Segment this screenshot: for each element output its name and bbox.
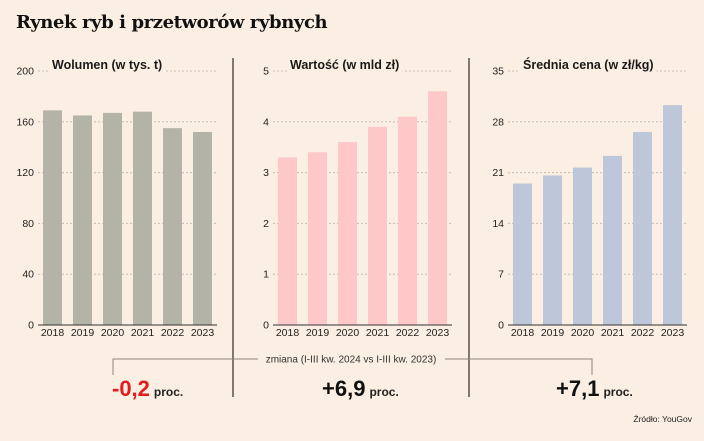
change-unit: proc. bbox=[603, 385, 632, 399]
x-tick-label: 2023 bbox=[191, 327, 215, 339]
bar-2019 bbox=[308, 152, 327, 325]
bar-2018 bbox=[513, 183, 532, 325]
x-tick-label: 2021 bbox=[601, 327, 625, 339]
source-note: Źródło: YouGov bbox=[633, 414, 692, 424]
y-tick-label: 4 bbox=[263, 116, 269, 128]
y-tick-label: 0 bbox=[263, 320, 269, 332]
x-tick-label: 2023 bbox=[661, 327, 685, 339]
bar-2023 bbox=[663, 105, 682, 325]
y-tick-label: 0 bbox=[498, 320, 504, 332]
bar-2022 bbox=[398, 116, 417, 325]
main-title: Rynek ryb i przetworów rybnych bbox=[16, 12, 328, 33]
x-tick-label: 2023 bbox=[426, 327, 450, 339]
x-tick-label: 2019 bbox=[306, 327, 330, 339]
bar-2019 bbox=[543, 175, 562, 325]
y-tick-label: 80 bbox=[22, 218, 34, 230]
change-value: +7,1 bbox=[556, 376, 599, 401]
y-tick-label: 3 bbox=[263, 167, 269, 179]
y-tick-label: 120 bbox=[16, 167, 34, 179]
bar-2023 bbox=[428, 91, 447, 325]
change-caption: zmiana (I-III kw. 2024 vs I-III kw. 2023… bbox=[266, 355, 437, 366]
y-tick-label: 0 bbox=[28, 320, 34, 332]
chart-title-bg bbox=[520, 58, 657, 72]
y-tick-label: 5 bbox=[263, 66, 269, 78]
bar-2022 bbox=[633, 131, 652, 325]
x-tick-label: 2021 bbox=[131, 327, 155, 339]
chart-title: Średnia cena (w zł/kg) bbox=[523, 57, 654, 72]
y-tick-label: 2 bbox=[263, 218, 269, 230]
change-unit: proc. bbox=[154, 385, 183, 399]
bar-2020 bbox=[573, 167, 592, 325]
x-tick-label: 2018 bbox=[41, 327, 65, 339]
y-tick-label: 35 bbox=[492, 66, 504, 78]
chart-title-bg bbox=[49, 58, 166, 72]
x-tick-label: 2020 bbox=[336, 327, 360, 339]
bar-2021 bbox=[368, 126, 387, 325]
x-tick-label: 2021 bbox=[366, 327, 390, 339]
y-tick-label: 200 bbox=[16, 66, 34, 78]
x-tick-label: 2019 bbox=[71, 327, 95, 339]
bar-2023 bbox=[193, 131, 212, 325]
bar-2018 bbox=[278, 157, 297, 325]
y-tick-label: 14 bbox=[492, 218, 504, 230]
y-tick-label: 160 bbox=[16, 116, 34, 128]
change-unit: proc. bbox=[369, 385, 398, 399]
x-tick-label: 2020 bbox=[571, 327, 595, 339]
y-tick-label: 28 bbox=[492, 116, 504, 128]
bracket-left bbox=[112, 358, 258, 375]
chart-title: Wartość (w mld zł) bbox=[290, 58, 399, 72]
x-tick-label: 2022 bbox=[396, 327, 420, 339]
y-tick-label: 7 bbox=[498, 269, 504, 281]
bar-2021 bbox=[603, 155, 622, 325]
bar-2021 bbox=[133, 111, 152, 325]
bar-2018 bbox=[43, 110, 62, 326]
change-value: -0,2 bbox=[112, 376, 150, 401]
x-tick-label: 2019 bbox=[541, 327, 565, 339]
y-tick-label: 1 bbox=[263, 269, 269, 281]
chart-title-bg bbox=[287, 58, 403, 72]
x-tick-label: 2018 bbox=[276, 327, 300, 339]
x-tick-label: 2022 bbox=[161, 327, 185, 339]
x-tick-label: 2020 bbox=[101, 327, 125, 339]
x-tick-label: 2018 bbox=[511, 327, 535, 339]
change-value: +6,9 bbox=[322, 376, 365, 401]
x-tick-label: 2022 bbox=[631, 327, 655, 339]
bar-2020 bbox=[338, 142, 357, 325]
chart-title: Wolumen (w tys. t) bbox=[52, 58, 162, 72]
bar-2019 bbox=[73, 115, 92, 325]
bracket-right bbox=[445, 358, 593, 375]
bar-2020 bbox=[103, 112, 122, 325]
bar-2022 bbox=[163, 128, 182, 325]
y-tick-label: 40 bbox=[22, 269, 34, 281]
y-tick-label: 21 bbox=[492, 167, 504, 179]
